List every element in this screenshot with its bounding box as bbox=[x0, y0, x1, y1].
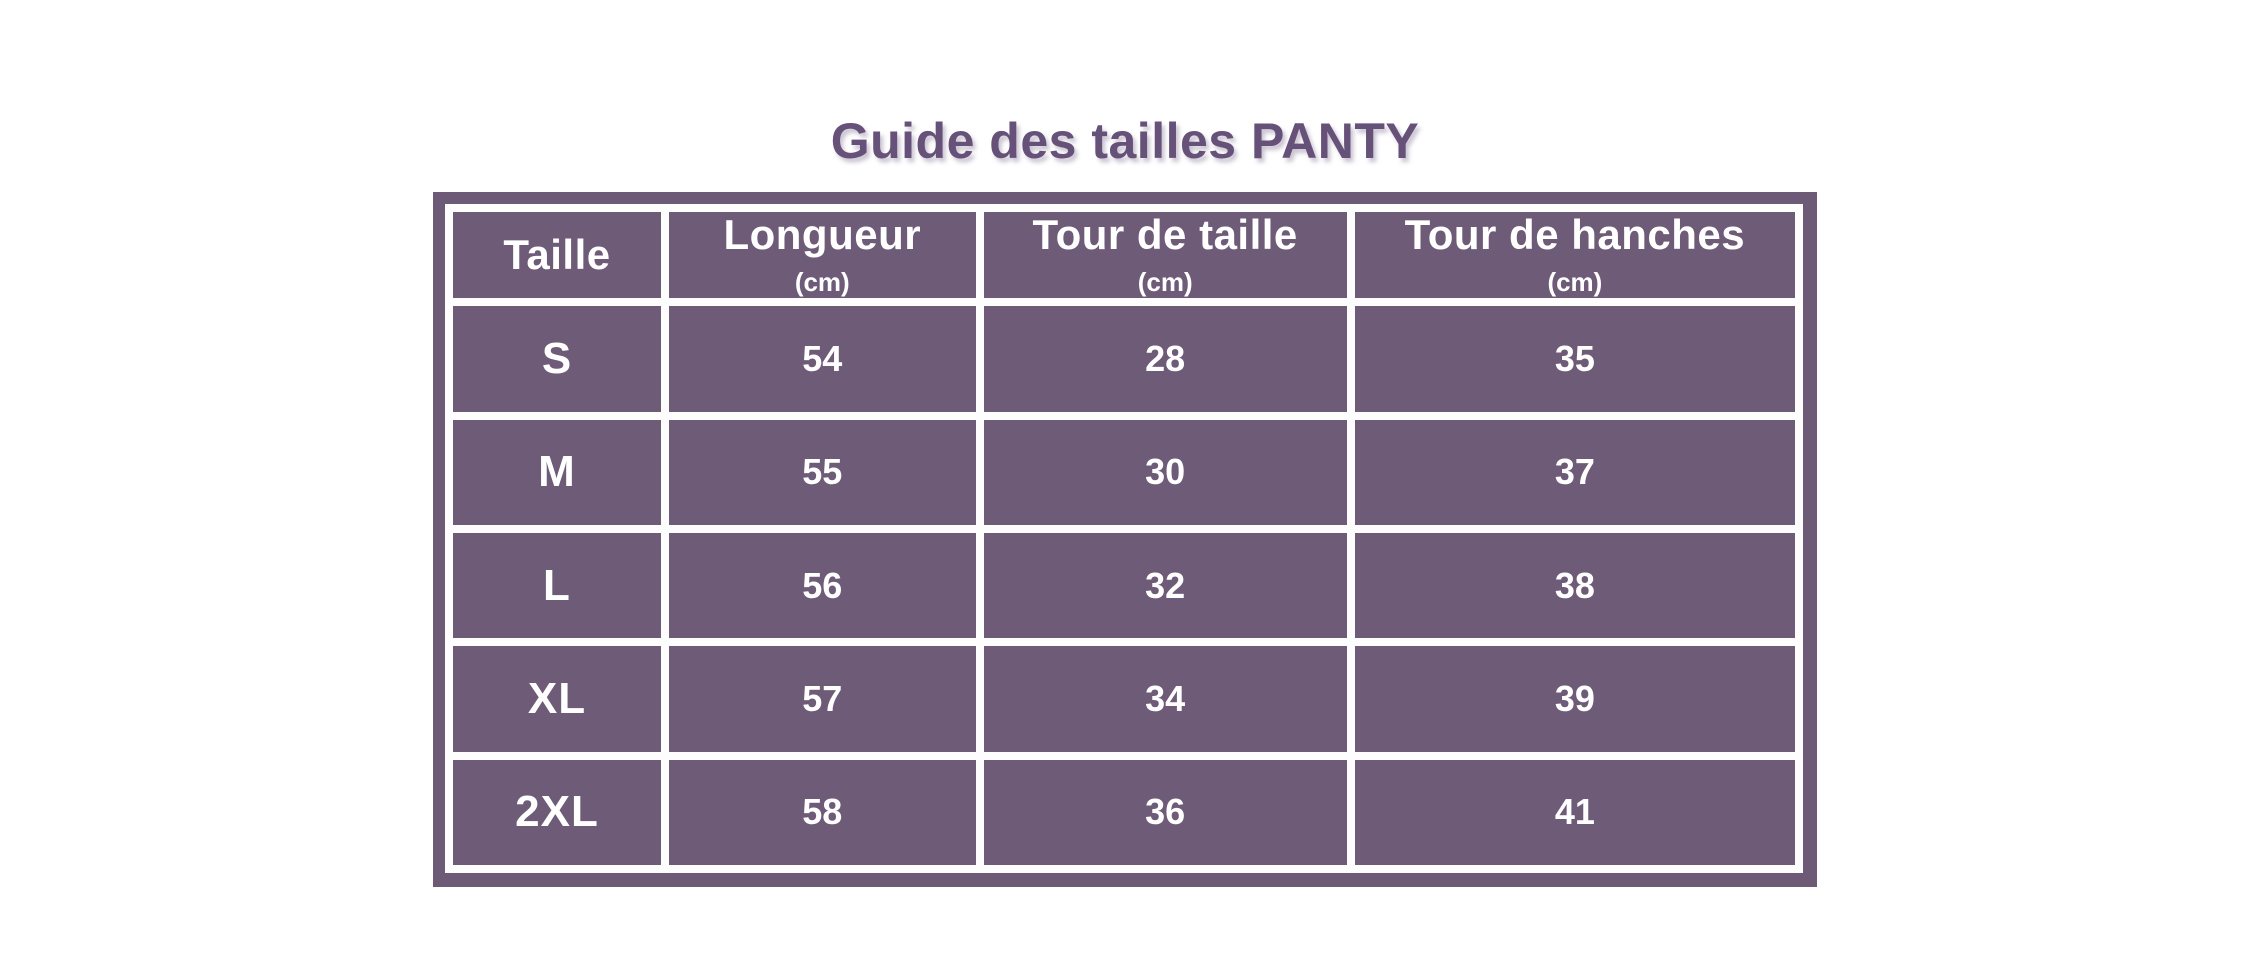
value-cell: 32 bbox=[975, 524, 1355, 647]
column-header-label: Taille bbox=[503, 231, 611, 278]
value-cell: 36 bbox=[975, 751, 1355, 874]
value-cell: 41 bbox=[1346, 751, 1804, 874]
size-cell: XL bbox=[445, 638, 669, 760]
value-cell: 35 bbox=[1346, 298, 1804, 420]
value-cell: 54 bbox=[661, 298, 984, 420]
page-title: Guide des tailles PANTY bbox=[830, 113, 1420, 169]
value-cell: 56 bbox=[661, 524, 984, 647]
size-guide-frame: Taille Longueur (cm) Tour de taille (cm)… bbox=[433, 192, 1817, 887]
size-cell: M bbox=[445, 411, 669, 533]
value-cell: 57 bbox=[661, 638, 984, 760]
column-header-unit: (cm) bbox=[1547, 267, 1603, 298]
column-header-tour-de-taille: Tour de taille (cm) bbox=[975, 203, 1355, 307]
column-header-label: Tour de hanches bbox=[1404, 211, 1746, 258]
value-cell: 30 bbox=[975, 411, 1355, 533]
value-cell: 39 bbox=[1346, 638, 1804, 760]
column-header-unit: (cm) bbox=[1137, 267, 1193, 298]
value-cell: 28 bbox=[975, 298, 1355, 420]
table-row-2xl: 2XL 58 36 41 bbox=[445, 751, 1804, 874]
value-cell: 55 bbox=[661, 411, 984, 533]
value-cell: 34 bbox=[975, 638, 1355, 760]
column-header-longueur: Longueur (cm) bbox=[661, 203, 984, 307]
value-cell: 37 bbox=[1346, 411, 1804, 533]
column-header-tour-de-hanches: Tour de hanches (cm) bbox=[1346, 203, 1804, 307]
header-row: Taille Longueur (cm) Tour de taille (cm)… bbox=[445, 203, 1804, 307]
table-row-l: L 56 32 38 bbox=[445, 524, 1804, 647]
size-guide-table: Taille Longueur (cm) Tour de taille (cm)… bbox=[445, 203, 1804, 874]
column-header-taille: Taille bbox=[445, 203, 669, 307]
size-cell: S bbox=[445, 298, 669, 420]
table-row-m: M 55 30 37 bbox=[445, 411, 1804, 533]
column-header-label: Longueur bbox=[723, 211, 922, 258]
size-cell: 2XL bbox=[445, 751, 669, 874]
size-cell: L bbox=[445, 524, 669, 647]
value-cell: 58 bbox=[661, 751, 984, 874]
value-cell: 38 bbox=[1346, 524, 1804, 647]
table-row-xl: XL 57 34 39 bbox=[445, 638, 1804, 760]
column-header-unit: (cm) bbox=[794, 267, 850, 298]
table-row-s: S 54 28 35 bbox=[445, 298, 1804, 420]
column-header-label: Tour de taille bbox=[1032, 211, 1298, 258]
